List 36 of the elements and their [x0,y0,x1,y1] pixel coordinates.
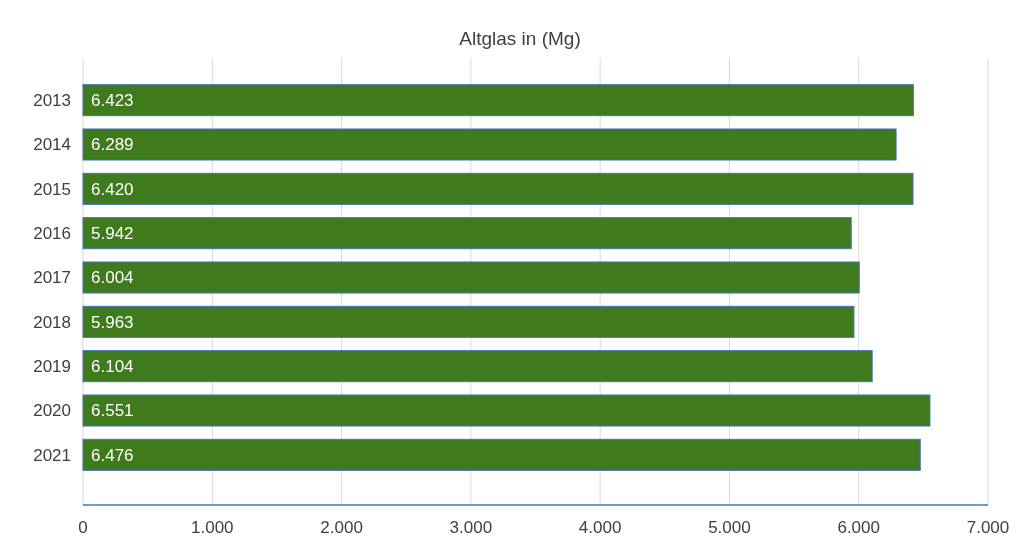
bar [82,438,921,471]
y-tick-label: 2015 [33,179,71,199]
y-tick-label: 2016 [33,224,71,244]
x-tick-label: 7.000 [966,518,1010,537]
chart-title: Altglas in (Mg) [459,28,581,49]
bar [82,84,914,117]
x-tick-label: 6.000 [837,518,880,537]
y-tick-label: 2021 [33,445,71,465]
data-label: 6.420 [91,179,134,199]
data-label: 6.551 [91,401,134,421]
y-tick-label: 2017 [33,268,71,288]
y-tick-label: 2020 [33,401,71,421]
bar [82,394,931,427]
x-tick-label: 5.000 [708,518,751,537]
y-tick-label: 2014 [33,135,71,155]
bar [82,217,852,250]
data-label: 6.289 [91,135,134,155]
data-label: 5.963 [91,312,134,332]
bar [82,128,897,161]
bar [82,305,855,338]
data-label: 6.104 [91,357,134,377]
y-tick-label: 2013 [33,91,71,111]
bar [82,350,873,383]
x-tick-label: 0 [78,518,88,537]
data-label: 6.476 [91,445,134,465]
data-label: 6.423 [91,91,134,111]
x-tick-label: 3.000 [449,518,493,537]
x-tick-label: 1.000 [191,518,234,537]
x-tick-label: 2.000 [320,518,363,537]
bar [82,261,860,294]
y-tick-label: 2018 [33,312,71,332]
x-tick-label: 4.000 [578,518,622,537]
data-label: 6.004 [91,268,134,288]
y-tick-label: 2019 [33,357,71,377]
data-label: 5.942 [91,224,134,244]
bar [82,172,914,205]
